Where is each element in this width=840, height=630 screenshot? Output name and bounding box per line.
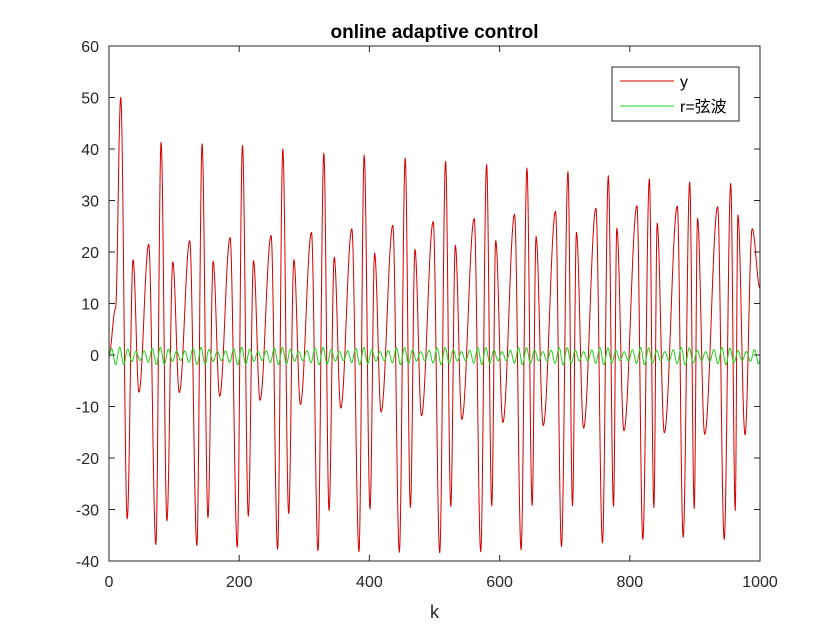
legend-box	[611, 66, 740, 122]
x-tick-label: 1000	[742, 574, 778, 591]
series-layer	[108, 97, 761, 554]
y-tick-label: 10	[81, 297, 99, 314]
y-tick-label: 0	[90, 348, 99, 365]
chart-title: online adaptive control	[331, 22, 539, 43]
x-axis-title: k	[430, 602, 440, 622]
legend: y r=弦波	[611, 66, 740, 122]
series-line-y	[108, 97, 761, 554]
series-line-r	[108, 346, 761, 366]
y-tick-label: 60	[81, 39, 99, 56]
y-tick-label: -40	[76, 554, 99, 571]
y-tick-label: -10	[76, 400, 99, 417]
x-axis: 0 200 400 600 800 1000	[105, 46, 778, 591]
plot-area: 0 200 400 600 800 1000 -40 -30 -20 -10 0 10 20 30 40 5…	[76, 39, 778, 591]
x-tick-label: 600	[486, 574, 513, 591]
y-tick-label: 20	[81, 245, 99, 262]
y-tick-label: 50	[81, 91, 99, 108]
y-tick-label: 40	[81, 142, 99, 159]
y-tick-label: -30	[76, 503, 99, 520]
legend-label-y: y	[680, 74, 688, 91]
x-tick-label: 400	[356, 574, 383, 591]
y-tick-label: 30	[81, 194, 99, 211]
x-tick-label: 0	[105, 574, 114, 591]
legend-label-r: r=弦波	[680, 98, 727, 116]
x-tick-label: 800	[616, 574, 643, 591]
x-tick-label: 200	[226, 574, 253, 591]
y-axis: -40 -30 -20 -10 0 10 20 30 40 50 60	[76, 39, 760, 571]
y-tick-label: -20	[76, 451, 99, 468]
